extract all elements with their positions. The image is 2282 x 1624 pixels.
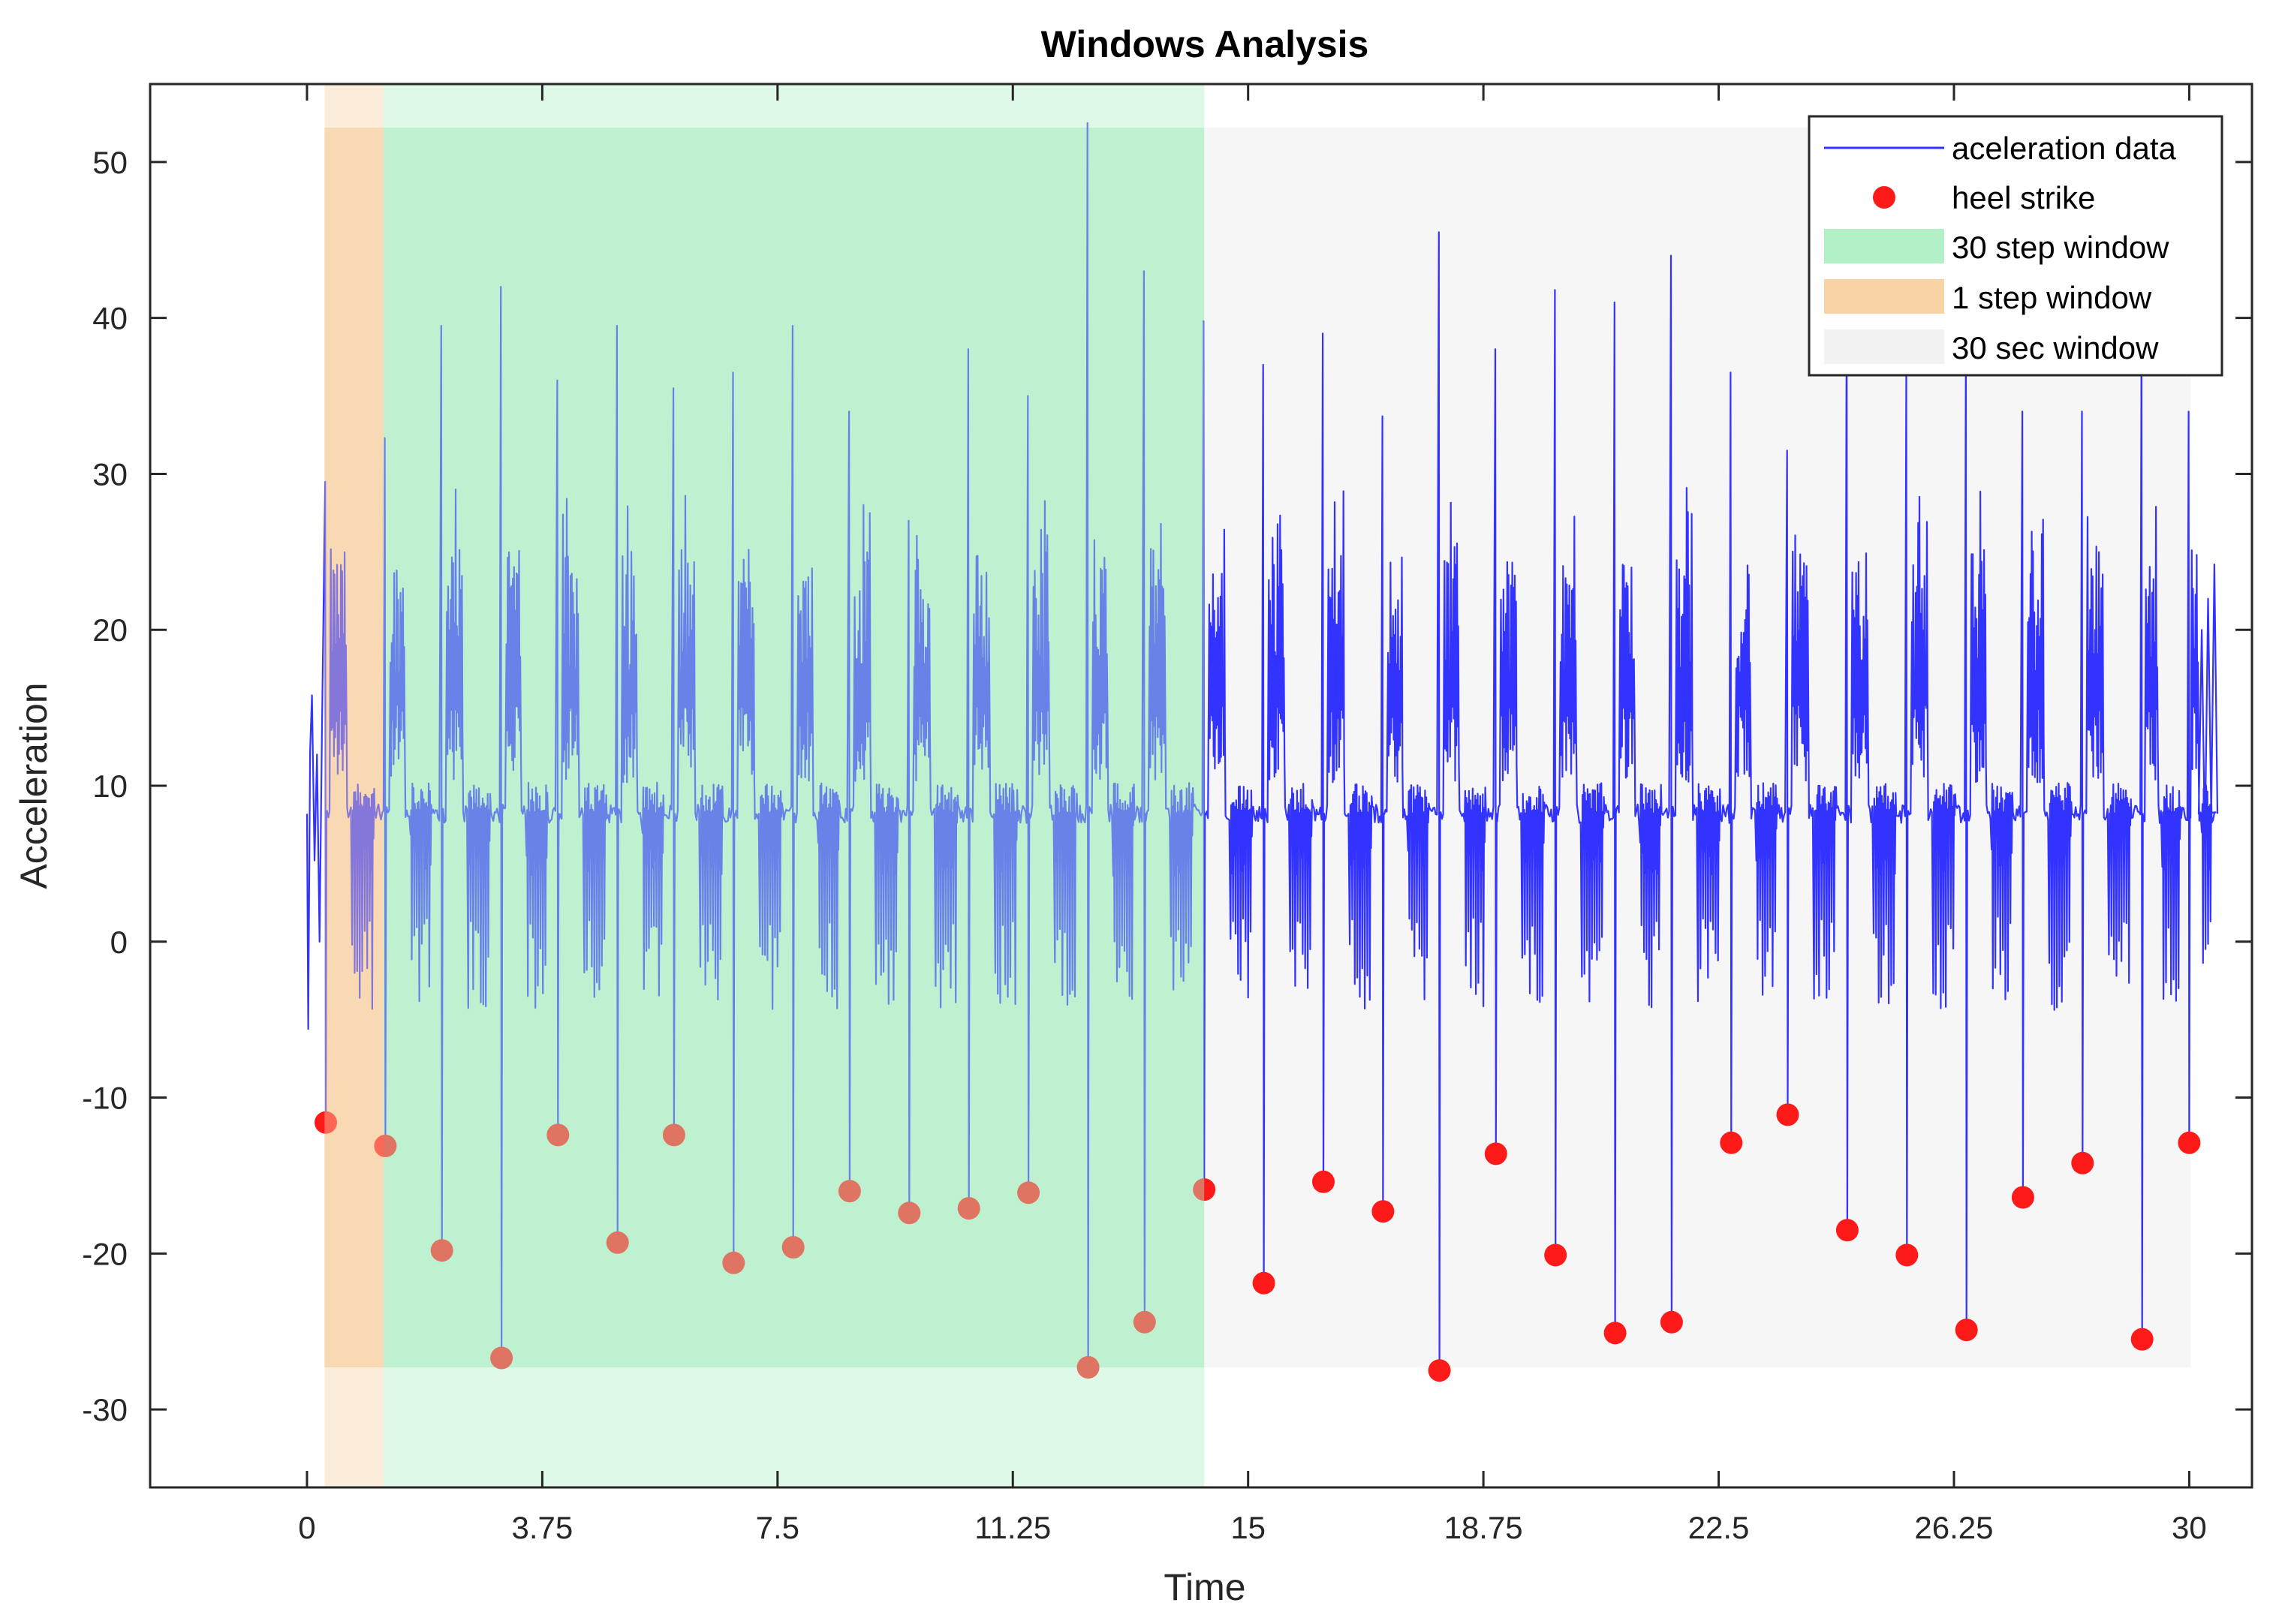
heel-strike-point [1193,1178,1216,1201]
x-tick-label: 7.5 [756,1510,799,1545]
legend-label-30-step: 30 step window [1952,230,2169,265]
heel-strike-point [662,1123,685,1147]
heel-strike-point [1895,1244,1919,1267]
heel-strike-point [1603,1322,1627,1345]
legend-label-heel-strike: heel strike [1952,180,2095,215]
heel-strike-point [2071,1151,2094,1174]
heel-strike-point [2130,1328,2154,1351]
x-tick-label: 22.5 [1688,1510,1750,1545]
heel-strike-point [1720,1131,1743,1154]
heel-strike-point [1544,1244,1567,1267]
heel-strike-point [1371,1200,1395,1223]
heel-strike-point [1835,1219,1859,1242]
heel-strike-point [1312,1170,1335,1193]
heel-strike-layer [315,84,2201,1487]
legend-label-acceleration: aceleration data [1952,131,2177,166]
heel-strike-point [1017,1181,1040,1204]
x-axis-label: Time [1164,1566,1245,1608]
x-tick-label: 0 [298,1510,315,1545]
axes-box [149,83,2253,1489]
chart-title: Windows Analysis [1041,23,1369,65]
x-tick-label: 11.25 [974,1510,1051,1545]
heel-strike-point [1776,1103,1799,1126]
y-tick-label: -30 [82,1392,128,1427]
x-tick-label: 3.75 [512,1510,574,1545]
heel-strike-point [1076,1356,1100,1379]
legend-heel-swatch [1873,186,1895,209]
x-tick-label: 30 [2172,1510,2207,1545]
y-tick-label: 50 [92,145,128,180]
x-tick-label: 26.25 [1914,1510,1993,1545]
heel-strike-point [1428,1359,1451,1382]
y-tick-label: 40 [92,301,128,336]
window-overlay-1-step-window [324,84,384,1487]
heel-strike-point [606,1231,629,1254]
window-overlay-30-step-window [383,84,1205,1487]
legend-1step-swatch [1824,279,1944,314]
heel-strike-point [722,1251,745,1274]
legend-30sec-swatch [1824,329,1944,364]
y-tick-label: 0 [110,925,128,960]
heel-strike-point [1133,1310,1156,1334]
heel-strike-point [430,1239,453,1262]
legend: aceleration data heel strike 30 step win… [1808,115,2223,377]
y-tick-label: -20 [82,1236,128,1271]
y-tick-label: 20 [92,612,128,648]
heel-strike-point [374,1135,397,1157]
heel-strike-point [546,1123,570,1147]
heel-strike-point [2178,1131,2201,1154]
heel-strike-point [1660,1310,1683,1334]
legend-label-30-sec: 30 sec window [1952,330,2159,365]
heel-strike-point [2011,1186,2034,1209]
heel-strike-point [1484,1142,1507,1165]
heel-strike-point [957,1197,980,1220]
heel-strike-point [315,1111,337,1134]
signal-layer [306,122,2219,1372]
heel-strike-point [1955,1319,1978,1342]
legend-30step-swatch [1824,229,1944,263]
heel-strike-point [898,1201,921,1225]
heel-strike-point [490,1346,513,1370]
heel-strike-point [1252,1271,1275,1295]
x-tick-label: 18.75 [1444,1510,1523,1545]
acceleration-data-line [306,122,2219,1372]
x-tick-label: 15 [1230,1510,1266,1545]
heel-strike-point [838,1180,861,1203]
axis-ticks: 0 3.75 7.5 11.25 15 18.75 22.5 26.25 30 -30 -20 -10… [82,84,2252,1545]
legend-label-1-step: 1 step window [1952,280,2152,315]
y-tick-label: -10 [82,1081,128,1116]
y-tick-label: 10 [92,768,128,804]
heel-strike-point [781,1236,805,1259]
y-axis-label: Acceleration [13,682,55,889]
y-tick-label: 30 [92,456,128,492]
